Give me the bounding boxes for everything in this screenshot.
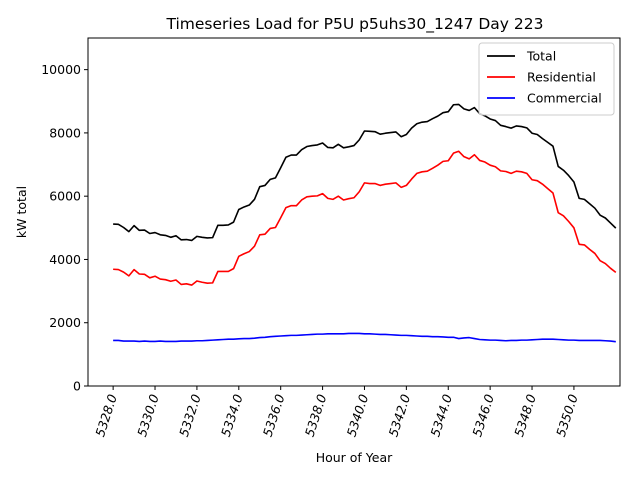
legend-label-residential: Residential <box>527 70 596 85</box>
y-tick-label: 6000 <box>49 189 81 204</box>
series-line-total <box>113 103 617 242</box>
plot-frame <box>87 37 621 387</box>
series-line-residential <box>113 150 617 286</box>
series-line-commercial <box>113 332 616 343</box>
legend-label-total: Total <box>526 49 556 64</box>
legend-box <box>478 42 615 116</box>
y-tick-label: 4000 <box>49 252 81 267</box>
series-layer <box>113 103 617 343</box>
y-tick-label: 10000 <box>41 62 81 77</box>
legend: Total Residential Commercial <box>478 42 615 116</box>
y-tick-label: 0 <box>73 379 81 394</box>
x-axis-label: Hour of Year <box>316 450 393 465</box>
chart-title: Timeseries Load for P5U p5uhs30_1247 Day… <box>166 15 544 34</box>
y-tick-label: 8000 <box>49 125 81 140</box>
y-tick-label: 2000 <box>49 315 81 330</box>
legend-label-commercial: Commercial <box>527 91 602 106</box>
y-axis: 0 2000 4000 6000 8000 10000 <box>41 62 88 394</box>
y-axis-label: kW total <box>14 186 29 238</box>
